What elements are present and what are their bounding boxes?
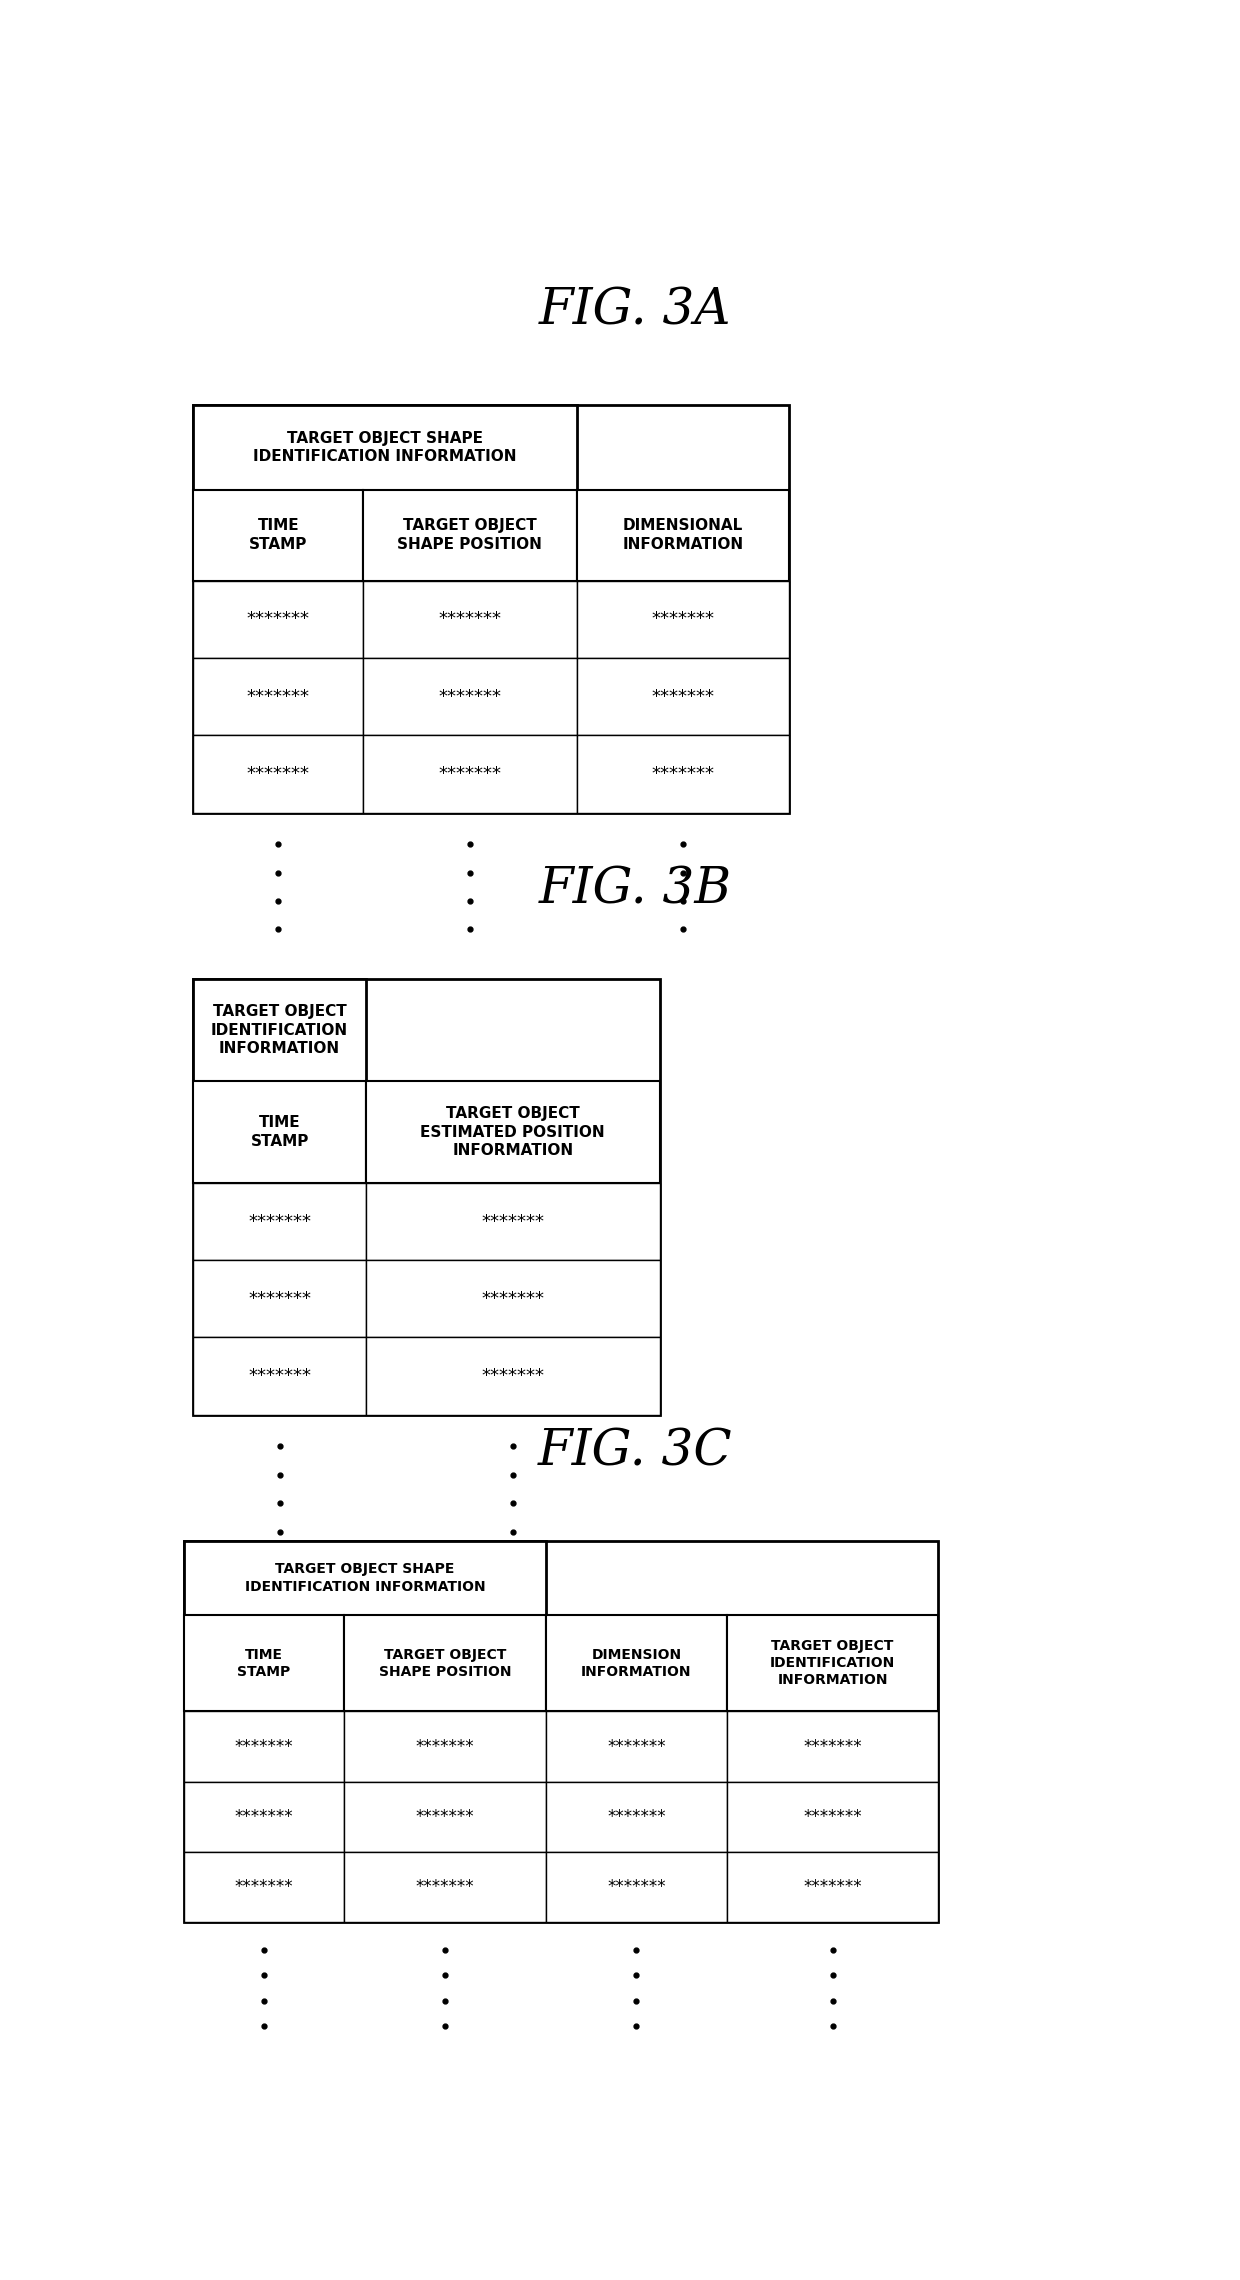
Bar	[577, 736, 789, 812]
Text: *******: *******	[804, 1879, 862, 1897]
Bar	[343, 1614, 546, 1712]
Bar	[343, 1851, 546, 1922]
Bar	[363, 581, 577, 659]
Text: FIG. 3B: FIG. 3B	[539, 864, 732, 914]
Bar	[366, 1183, 660, 1261]
Bar	[193, 1261, 366, 1338]
Bar	[193, 980, 366, 1081]
Bar	[577, 581, 789, 659]
Text: *******: *******	[415, 1737, 474, 1756]
Bar	[363, 659, 577, 736]
Text: *******: *******	[248, 1290, 311, 1309]
Bar	[727, 1614, 939, 1712]
Bar	[193, 1183, 366, 1261]
Text: *******: *******	[651, 689, 714, 707]
Text: *******: *******	[608, 1879, 666, 1897]
Text: *******: *******	[248, 1368, 311, 1386]
Text: *******: *******	[608, 1808, 666, 1826]
Text: *******: *******	[804, 1808, 862, 1826]
Bar	[193, 581, 363, 659]
Bar	[363, 736, 577, 812]
Text: *******: *******	[481, 1290, 544, 1309]
Text: FIG. 3A: FIG. 3A	[539, 285, 732, 335]
Text: *******: *******	[608, 1737, 666, 1756]
Bar	[366, 1338, 660, 1414]
Bar	[184, 1851, 343, 1922]
Text: *******: *******	[415, 1808, 474, 1826]
Bar	[577, 490, 789, 581]
Bar	[546, 1712, 727, 1781]
Text: *******: *******	[651, 766, 714, 782]
Bar	[193, 490, 363, 581]
Text: TARGET OBJECT SHAPE
IDENTIFICATION INFORMATION: TARGET OBJECT SHAPE IDENTIFICATION INFOR…	[244, 1562, 485, 1594]
Bar	[727, 1851, 939, 1922]
Bar	[184, 1541, 939, 1922]
Bar	[366, 1081, 660, 1183]
Bar	[193, 406, 577, 490]
Text: *******: *******	[481, 1368, 544, 1386]
Text: *******: *******	[247, 689, 310, 707]
Bar	[184, 1781, 343, 1851]
Text: TARGET OBJECT
SHAPE POSITION: TARGET OBJECT SHAPE POSITION	[398, 518, 542, 552]
Text: TARGET OBJECT SHAPE
IDENTIFICATION INFORMATION: TARGET OBJECT SHAPE IDENTIFICATION INFOR…	[253, 431, 517, 465]
Bar	[546, 1851, 727, 1922]
Bar	[363, 490, 577, 581]
Bar	[193, 980, 660, 1414]
Text: TARGET OBJECT
IDENTIFICATION
INFORMATION: TARGET OBJECT IDENTIFICATION INFORMATION	[211, 1003, 348, 1056]
Text: TARGET OBJECT
ESTIMATED POSITION
INFORMATION: TARGET OBJECT ESTIMATED POSITION INFORMA…	[420, 1106, 605, 1158]
Bar	[577, 659, 789, 736]
Bar	[546, 1781, 727, 1851]
Bar	[193, 1338, 366, 1414]
Text: DIMENSIONAL
INFORMATION: DIMENSIONAL INFORMATION	[622, 518, 744, 552]
Text: *******: *******	[439, 611, 501, 629]
Text: TIME
STAMP: TIME STAMP	[249, 518, 308, 552]
Bar	[184, 1614, 343, 1712]
Text: *******: *******	[234, 1808, 293, 1826]
Text: *******: *******	[651, 611, 714, 629]
Text: *******: *******	[247, 766, 310, 782]
Text: *******: *******	[234, 1879, 293, 1897]
Bar	[193, 1081, 366, 1183]
Text: FIG. 3C: FIG. 3C	[538, 1427, 733, 1475]
Text: *******: *******	[804, 1737, 862, 1756]
Bar	[193, 659, 363, 736]
Text: TIME
STAMP: TIME STAMP	[250, 1115, 309, 1149]
Text: *******: *******	[415, 1879, 474, 1897]
Text: DIMENSION
INFORMATION: DIMENSION INFORMATION	[582, 1648, 692, 1678]
Text: TIME
STAMP: TIME STAMP	[237, 1648, 290, 1678]
Bar	[343, 1712, 546, 1781]
Bar	[343, 1781, 546, 1851]
Bar	[366, 1261, 660, 1338]
Bar	[184, 1712, 343, 1781]
Bar	[546, 1614, 727, 1712]
Text: *******: *******	[248, 1213, 311, 1231]
Text: *******: *******	[481, 1213, 544, 1231]
Bar	[184, 1541, 546, 1614]
Text: TARGET OBJECT
IDENTIFICATION
INFORMATION: TARGET OBJECT IDENTIFICATION INFORMATION	[770, 1639, 895, 1687]
Text: *******: *******	[439, 689, 501, 707]
Text: *******: *******	[247, 611, 310, 629]
Text: *******: *******	[234, 1737, 293, 1756]
Bar	[193, 736, 363, 812]
Text: TARGET OBJECT
SHAPE POSITION: TARGET OBJECT SHAPE POSITION	[378, 1648, 511, 1678]
Bar	[727, 1781, 939, 1851]
Bar	[193, 406, 789, 812]
Text: *******: *******	[439, 766, 501, 782]
Bar	[727, 1712, 939, 1781]
